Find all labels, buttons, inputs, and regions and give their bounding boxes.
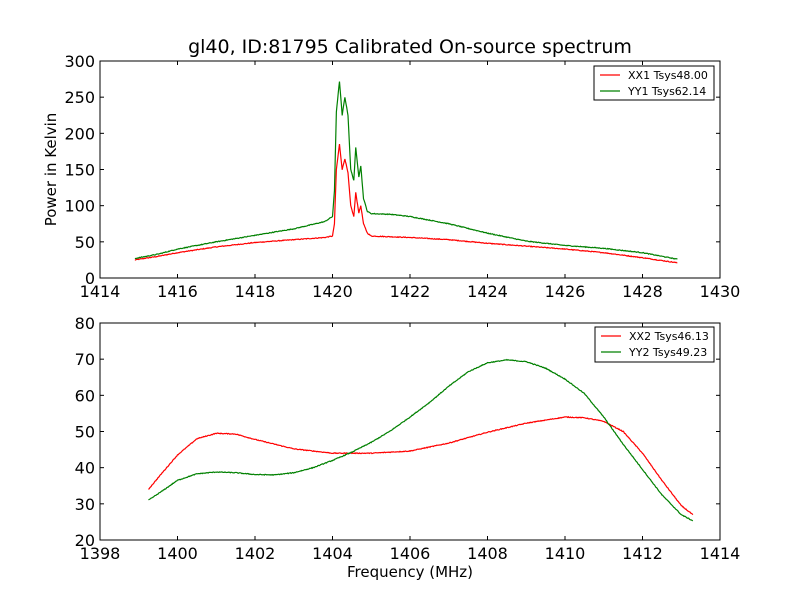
x-tick-label: 1414 <box>80 282 121 301</box>
series-line-xx2 <box>148 415 694 516</box>
x-tick-label: 1402 <box>235 544 276 563</box>
y-tick-label: 50 <box>75 423 95 442</box>
x-tick-label: 1410 <box>545 544 586 563</box>
y-axis-label: Power in Kelvin <box>42 113 60 227</box>
legend-label: XX2 Tsys46.13 <box>629 330 709 343</box>
legend-label: YY1 Tsys62.14 <box>627 85 706 98</box>
x-tick-label: 1420 <box>312 282 353 301</box>
legend-label: YY2 Tsys49.23 <box>628 346 707 359</box>
y-tick-label: 80 <box>75 314 95 333</box>
x-tick-label: 1398 <box>80 544 121 563</box>
x-tick-label: 1428 <box>622 282 663 301</box>
y-tick-label: 60 <box>75 386 95 405</box>
legend: XX2 Tsys46.13 YY2 Tsys49.23 <box>594 326 715 363</box>
bottom-panel: 1398 1400 1402 1404 1406 1408 1410 1412 1414 20 30… <box>75 314 741 581</box>
x-axis-label: Frequency (MHz) <box>347 563 473 581</box>
y-tick-label: 20 <box>75 531 95 550</box>
x-tick-label: 1414 <box>700 544 741 563</box>
x-tick-label: 1424 <box>467 282 508 301</box>
y-tick-label: 40 <box>75 459 95 478</box>
y-tick-label: 30 <box>75 495 95 514</box>
x-tick-label: 1400 <box>157 544 198 563</box>
legend: XX1 Tsys48.00 YY1 Tsys62.14 <box>593 65 715 101</box>
figure-title: gl40, ID:81795 Calibrated On-source spec… <box>188 36 632 58</box>
y-tick-label: 200 <box>64 124 95 143</box>
series-line-yy1 <box>134 81 678 260</box>
x-tick-label: 1412 <box>622 544 663 563</box>
y-tick-label: 300 <box>64 52 95 71</box>
y-tick-label: 150 <box>64 161 95 180</box>
top-panel: 1414 1416 1418 1420 1422 1424 1426 1428 1430 0 50 1… <box>42 52 740 301</box>
x-tick-label: 1406 <box>390 544 431 563</box>
y-tick-label: 70 <box>75 350 95 369</box>
x-tick-label: 1408 <box>467 544 508 563</box>
y-tick-label: 0 <box>85 269 95 288</box>
legend-box <box>593 65 715 101</box>
y-tick-label: 250 <box>64 88 95 107</box>
x-tick-label: 1426 <box>545 282 586 301</box>
series-line-xx1 <box>134 143 678 264</box>
y-tick-label: 100 <box>64 197 95 216</box>
x-tick-label: 1416 <box>157 282 198 301</box>
x-tick-label: 1422 <box>390 282 431 301</box>
legend-box <box>594 326 715 363</box>
series-line-yy2 <box>148 358 694 522</box>
x-tick-label: 1430 <box>700 282 741 301</box>
y-tick-label: 50 <box>75 233 95 252</box>
legend-label: XX1 Tsys48.00 <box>628 69 708 82</box>
x-tick-label: 1404 <box>312 544 353 563</box>
x-tick-label: 1418 <box>235 282 276 301</box>
